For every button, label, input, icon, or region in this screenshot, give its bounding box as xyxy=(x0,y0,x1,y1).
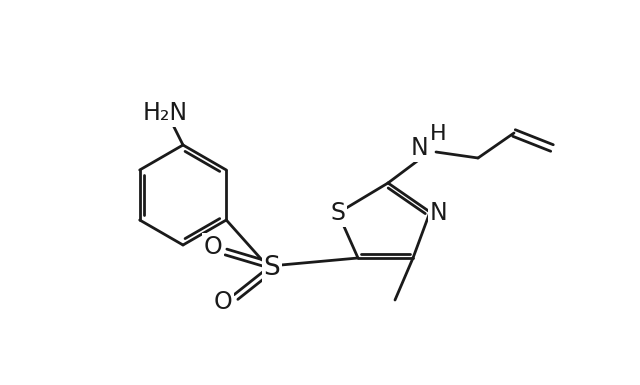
Text: H: H xyxy=(429,124,446,144)
Text: S: S xyxy=(264,255,280,281)
Text: N: N xyxy=(411,136,429,160)
Text: O: O xyxy=(214,290,232,314)
Text: S: S xyxy=(330,201,346,225)
Text: O: O xyxy=(204,235,222,259)
Text: H₂N: H₂N xyxy=(143,101,188,125)
Text: N: N xyxy=(430,201,448,225)
